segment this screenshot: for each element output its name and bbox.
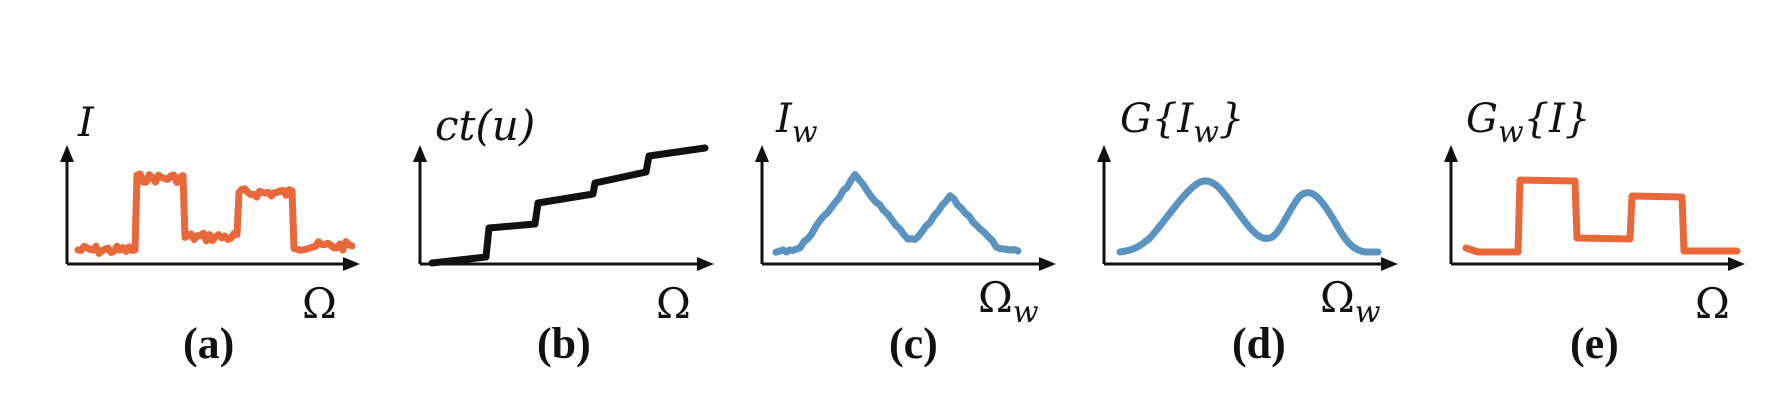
panel-a-ylabel: I: [77, 100, 95, 146]
panel-e-ylabel-suffix: {I}: [1524, 96, 1591, 142]
panel-d-y-arrow-icon: [1097, 145, 1111, 162]
panel-c-xlabel-sub: w: [1013, 295, 1039, 330]
panel-e-ylabel: Gw{I}: [1466, 96, 1590, 150]
panel-a: I Ω (a): [60, 100, 360, 368]
panel-e-ylabel-sub: w: [1498, 115, 1524, 150]
panel-b-curve: [428, 144, 709, 267]
panel-e-y-arrow-icon: [1444, 145, 1458, 162]
panel-c-x-arrow-icon: [1039, 257, 1056, 271]
panel-b: ct(u) Ω (b): [413, 101, 714, 368]
panel-b-x-arrow-icon: [697, 257, 714, 271]
panel-c: Iw Ωw (c): [755, 96, 1056, 368]
panel-d-ylabel-main: I: [1176, 96, 1194, 142]
panel-d-xlabel-sub: w: [1355, 295, 1381, 330]
panel-a-curve: [74, 170, 356, 257]
panel-e-xlabel: Ω: [1695, 279, 1730, 328]
panel-c-curve: [772, 171, 1022, 256]
panel-d-ylabel: G{Iw}: [1120, 96, 1244, 150]
panel-d-xlabel: Ωw: [1320, 273, 1381, 330]
panel-d: G{Iw} Ωw (d): [1097, 96, 1398, 368]
panel-e-ylabel-main: G: [1466, 96, 1498, 142]
panel-d-x-arrow-icon: [1381, 257, 1398, 271]
panel-b-y-arrow-icon: [413, 145, 427, 162]
panel-b-caption: (b): [537, 319, 591, 368]
panel-d-ylabel-sub: w: [1193, 115, 1219, 150]
panel-c-ylabel-main: I: [775, 96, 793, 142]
panel-d-curve: [1116, 177, 1382, 256]
panel-a-x-arrow-icon: [343, 257, 360, 271]
panel-a-xlabel: Ω: [302, 279, 337, 328]
panel-d-ylabel-prefix: G{: [1120, 96, 1177, 142]
panel-c-ylabel: Iw: [775, 96, 818, 150]
panel-e-curve: [1462, 176, 1741, 256]
panel-a-y-arrow-icon: [60, 145, 74, 162]
panel-c-xlabel: Ωw: [978, 273, 1039, 330]
panel-d-caption: (d): [1232, 319, 1286, 368]
panel-c-xlabel-main: Ω: [978, 273, 1013, 322]
panel-c-caption: (c): [889, 319, 938, 368]
panel-b-ylabel: ct(u): [435, 101, 535, 150]
panel-a-caption: (a): [183, 319, 234, 368]
panel-d-ylabel-suffix: }: [1219, 96, 1244, 142]
panel-b-xlabel: Ω: [656, 279, 691, 328]
panel-c-y-arrow-icon: [755, 145, 769, 162]
panel-e: Gw{I} Ω (e): [1444, 96, 1745, 368]
panel-d-xlabel-main: Ω: [1320, 273, 1355, 322]
panel-e-caption: (e): [1570, 319, 1619, 368]
panel-c-ylabel-sub: w: [792, 115, 818, 150]
panel-e-x-arrow-icon: [1728, 257, 1745, 271]
